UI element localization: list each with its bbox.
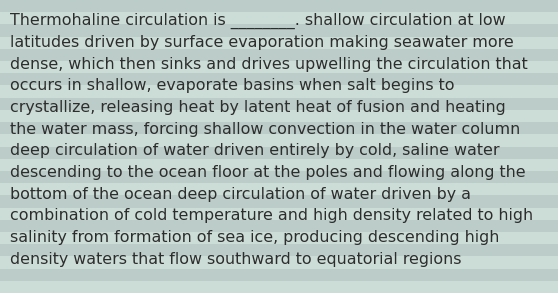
FancyBboxPatch shape — [0, 12, 558, 24]
FancyBboxPatch shape — [0, 73, 558, 86]
FancyBboxPatch shape — [0, 122, 558, 134]
FancyBboxPatch shape — [0, 195, 558, 207]
Text: bottom of the ocean deep circulation of water driven by a: bottom of the ocean deep circulation of … — [10, 187, 471, 202]
Text: crystallize, releasing heat by latent heat of fusion and heating: crystallize, releasing heat by latent he… — [10, 100, 506, 115]
FancyBboxPatch shape — [0, 183, 558, 195]
FancyBboxPatch shape — [0, 220, 558, 232]
FancyBboxPatch shape — [0, 159, 558, 171]
FancyBboxPatch shape — [0, 49, 558, 61]
FancyBboxPatch shape — [0, 110, 558, 122]
FancyBboxPatch shape — [0, 256, 558, 269]
FancyBboxPatch shape — [0, 61, 558, 73]
FancyBboxPatch shape — [0, 244, 558, 256]
FancyBboxPatch shape — [0, 98, 558, 110]
FancyBboxPatch shape — [0, 232, 558, 244]
FancyBboxPatch shape — [0, 0, 558, 12]
Text: the water mass, forcing shallow convection in the water column: the water mass, forcing shallow convecti… — [10, 122, 520, 137]
Text: Thermohaline circulation is ________. shallow circulation at low: Thermohaline circulation is ________. sh… — [10, 13, 506, 29]
FancyBboxPatch shape — [0, 37, 558, 49]
Text: dense, which then sinks and drives upwelling the circulation that: dense, which then sinks and drives upwel… — [10, 57, 528, 71]
Text: occurs in shallow, evaporate basins when salt begins to: occurs in shallow, evaporate basins when… — [10, 78, 455, 93]
Text: density waters that flow southward to equatorial regions: density waters that flow southward to eq… — [10, 252, 461, 267]
FancyBboxPatch shape — [0, 281, 558, 293]
Text: salinity from formation of sea ice, producing descending high: salinity from formation of sea ice, prod… — [10, 230, 499, 245]
FancyBboxPatch shape — [0, 269, 558, 281]
Text: combination of cold temperature and high density related to high: combination of cold temperature and high… — [10, 208, 533, 223]
FancyBboxPatch shape — [0, 146, 558, 159]
Text: descending to the ocean floor at the poles and flowing along the: descending to the ocean floor at the pol… — [10, 165, 526, 180]
FancyBboxPatch shape — [0, 24, 558, 37]
Text: latitudes driven by surface evaporation making seawater more: latitudes driven by surface evaporation … — [10, 35, 514, 50]
Text: deep circulation of water driven entirely by cold, saline water: deep circulation of water driven entirel… — [10, 143, 499, 158]
FancyBboxPatch shape — [0, 207, 558, 220]
FancyBboxPatch shape — [0, 86, 558, 98]
FancyBboxPatch shape — [0, 171, 558, 183]
FancyBboxPatch shape — [0, 134, 558, 146]
